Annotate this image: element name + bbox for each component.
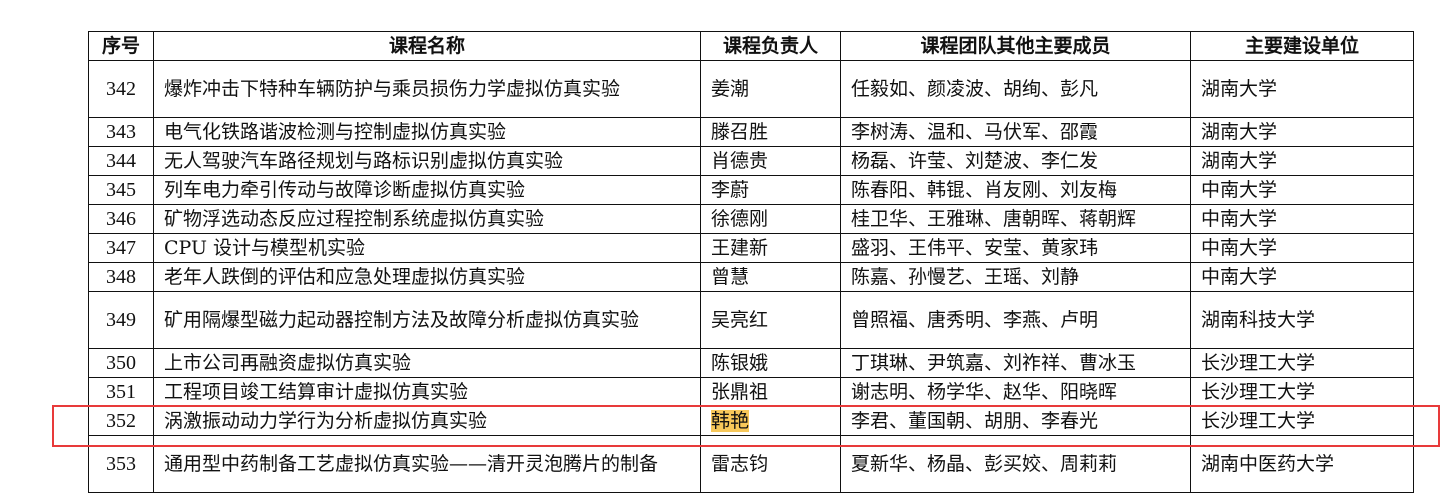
course-lead: 吴亮红	[700, 291, 841, 349]
building-unit: 长沙理工大学	[1190, 348, 1414, 378]
course-name: 老年人跌倒的评估和应急处理虚拟仿真实验	[153, 262, 701, 292]
building-unit: 湖南中医药大学	[1190, 435, 1414, 493]
building-unit: 湖南科技大学	[1190, 291, 1414, 349]
course-lead: 曾慧	[700, 262, 841, 292]
course-name: 矿用隔爆型磁力起动器控制方法及故障分析虚拟仿真实验	[153, 291, 701, 349]
course-name: 无人驾驶汽车路径规划与路标识别虚拟仿真实验	[153, 146, 701, 176]
building-unit: 湖南大学	[1190, 60, 1414, 118]
course-lead: 肖德贵	[700, 146, 841, 176]
team-members: 桂卫华、王雅琳、唐朝晖、蒋朝辉	[840, 204, 1191, 234]
course-name: 列车电力牵引传动与故障诊断虚拟仿真实验	[153, 175, 701, 205]
table-row: 342 爆炸冲击下特种车辆防护与乘员损伤力学虚拟仿真实验 姜潮 任毅如、颜凌波、胡绚、…	[88, 60, 1414, 118]
header-no: 序号	[88, 31, 154, 61]
table-row: 345 列车电力牵引传动与故障诊断虚拟仿真实验 李蔚 陈春阳、韩锟、肖友刚、刘友梅 中南…	[88, 175, 1414, 205]
team-members: 任毅如、颜凌波、胡绚、彭凡	[840, 60, 1191, 118]
course-name: 电气化铁路谐波检测与控制虚拟仿真实验	[153, 117, 701, 147]
team-members: 盛羽、王伟平、安莹、黄家玮	[840, 233, 1191, 263]
team-members: 夏新华、杨晶、彭买姣、周莉莉	[840, 435, 1191, 493]
row-number: 346	[88, 204, 154, 234]
table-header-row: 序号 课程名称 课程负责人 课程团队其他主要成员 主要建设单位	[88, 31, 1414, 61]
table-row: 352 涡激振动动力学行为分析虚拟仿真实验 韩艳 李君、董国朝、胡朋、李春光 长沙理工大…	[88, 406, 1414, 436]
team-members: 曾照福、唐秀明、李燕、卢明	[840, 291, 1191, 349]
course-name: 矿物浮选动态反应过程控制系统虚拟仿真实验	[153, 204, 701, 234]
building-unit: 长沙理工大学	[1190, 377, 1414, 407]
row-number: 351	[88, 377, 154, 407]
building-unit: 长沙理工大学	[1190, 406, 1414, 436]
row-number: 347	[88, 233, 154, 263]
building-unit: 湖南大学	[1190, 146, 1414, 176]
course-lead: 徐德刚	[700, 204, 841, 234]
table-row: 349 矿用隔爆型磁力起动器控制方法及故障分析虚拟仿真实验 吴亮红 曾照福、唐秀明、李…	[88, 291, 1414, 349]
table-row: 351 工程项目竣工结算审计虚拟仿真实验 张鼎祖 谢志明、杨学华、赵华、阳晓晖 长沙理工…	[88, 377, 1414, 407]
course-lead: 陈银娥	[700, 348, 841, 378]
table-row: 347 CPU 设计与模型机实验 王建新 盛羽、王伟平、安莹、黄家玮 中南大学	[88, 233, 1414, 263]
table-row: 343 电气化铁路谐波检测与控制虚拟仿真实验 滕召胜 李树涛、温和、马伏军、邵霞 湖南大…	[88, 117, 1414, 147]
course-lead: 韩艳	[700, 406, 841, 436]
row-number: 343	[88, 117, 154, 147]
row-number: 353	[88, 435, 154, 493]
row-number: 344	[88, 146, 154, 176]
row-number: 342	[88, 60, 154, 118]
table-row: 344 无人驾驶汽车路径规划与路标识别虚拟仿真实验 肖德贵 杨磊、许莹、刘楚波、李仁发…	[88, 146, 1414, 176]
team-members: 李君、董国朝、胡朋、李春光	[840, 406, 1191, 436]
course-name: 通用型中药制备工艺虚拟仿真实验——清开灵泡腾片的制备	[153, 435, 701, 493]
course-name: CPU 设计与模型机实验	[153, 233, 701, 263]
table-row: 348 老年人跌倒的评估和应急处理虚拟仿真实验 曾慧 陈嘉、孙慢艺、王瑶、刘静 中南大学	[88, 262, 1414, 292]
header-unit: 主要建设单位	[1190, 31, 1414, 61]
row-number: 350	[88, 348, 154, 378]
table-row: 346 矿物浮选动态反应过程控制系统虚拟仿真实验 徐德刚 桂卫华、王雅琳、唐朝晖、蒋朝…	[88, 204, 1414, 234]
header-members: 课程团队其他主要成员	[840, 31, 1191, 61]
row-number: 348	[88, 262, 154, 292]
building-unit: 中南大学	[1190, 175, 1414, 205]
course-lead: 王建新	[700, 233, 841, 263]
course-name: 工程项目竣工结算审计虚拟仿真实验	[153, 377, 701, 407]
building-unit: 中南大学	[1190, 233, 1414, 263]
course-lead: 张鼎祖	[700, 377, 841, 407]
course-name: 涡激振动动力学行为分析虚拟仿真实验	[153, 406, 701, 436]
course-lead: 雷志钧	[700, 435, 841, 493]
team-members: 李树涛、温和、马伏军、邵霞	[840, 117, 1191, 147]
course-name: 上市公司再融资虚拟仿真实验	[153, 348, 701, 378]
course-lead: 滕召胜	[700, 117, 841, 147]
table-row: 353 通用型中药制备工艺虚拟仿真实验——清开灵泡腾片的制备 雷志钧 夏新华、杨晶、彭…	[88, 435, 1414, 493]
course-table: 序号 课程名称 课程负责人 课程团队其他主要成员 主要建设单位 342 爆炸冲击下…	[88, 31, 1414, 493]
header-lead: 课程负责人	[700, 31, 841, 61]
team-members: 陈嘉、孙慢艺、王瑶、刘静	[840, 262, 1191, 292]
course-lead: 姜潮	[700, 60, 841, 118]
team-members: 杨磊、许莹、刘楚波、李仁发	[840, 146, 1191, 176]
course-lead: 李蔚	[700, 175, 841, 205]
building-unit: 中南大学	[1190, 262, 1414, 292]
building-unit: 湖南大学	[1190, 117, 1414, 147]
building-unit: 中南大学	[1190, 204, 1414, 234]
course-name: 爆炸冲击下特种车辆防护与乘员损伤力学虚拟仿真实验	[153, 60, 701, 118]
team-members: 丁琪琳、尹筑嘉、刘祚祥、曹冰玉	[840, 348, 1191, 378]
row-number: 352	[88, 406, 154, 436]
row-number: 345	[88, 175, 154, 205]
header-course: 课程名称	[153, 31, 701, 61]
highlighted-text: 韩艳	[711, 409, 750, 432]
table-row: 350 上市公司再融资虚拟仿真实验 陈银娥 丁琪琳、尹筑嘉、刘祚祥、曹冰玉 长沙理工大学	[88, 348, 1414, 378]
row-number: 349	[88, 291, 154, 349]
team-members: 陈春阳、韩锟、肖友刚、刘友梅	[840, 175, 1191, 205]
team-members: 谢志明、杨学华、赵华、阳晓晖	[840, 377, 1191, 407]
